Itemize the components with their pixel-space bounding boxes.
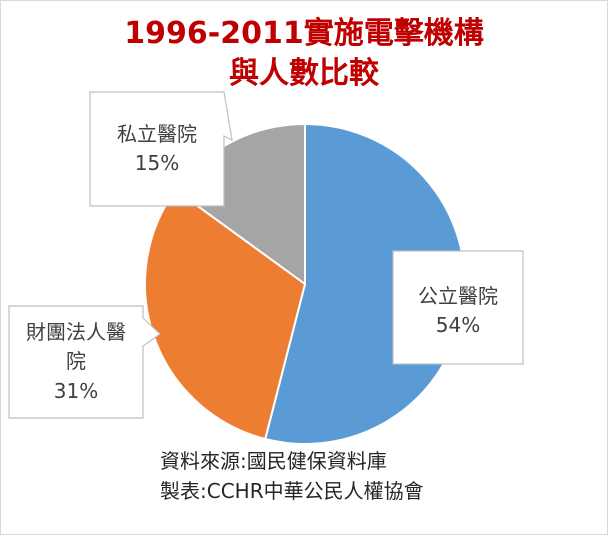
label-private: 私立醫院	[117, 122, 197, 146]
source-line: 資料來源:國民健保資料庫	[160, 449, 387, 473]
label-public: 公立醫院	[418, 284, 498, 308]
callout-foundation-box	[8, 305, 161, 419]
value-foundation: 31%	[54, 379, 98, 403]
callout-private: 私立醫院 15%	[89, 91, 233, 207]
callout-foundation: 財團法人醫 院 31%	[8, 305, 161, 419]
chart-title: 1996-2011實施電擊機構 與人數比較	[0, 14, 608, 94]
chart-title-line-2: 與人數比較	[229, 56, 379, 91]
made-by-line: 製表:CCHR中華公民人權協會	[160, 479, 424, 503]
callout-private-box	[89, 91, 233, 207]
value-public: 54%	[436, 313, 480, 337]
source-note: 資料來源:國民健保資料庫 製表:CCHR中華公民人權協會	[160, 446, 460, 506]
value-private: 15%	[135, 151, 179, 175]
label-foundation-line-1: 財團法人醫	[26, 320, 126, 344]
label-foundation-line-2: 院	[66, 349, 86, 373]
chart-title-line-1: 1996-2011實施電擊機構	[124, 16, 484, 51]
callout-public: 公立醫院 54%	[392, 250, 524, 365]
callout-public-box	[392, 250, 524, 365]
